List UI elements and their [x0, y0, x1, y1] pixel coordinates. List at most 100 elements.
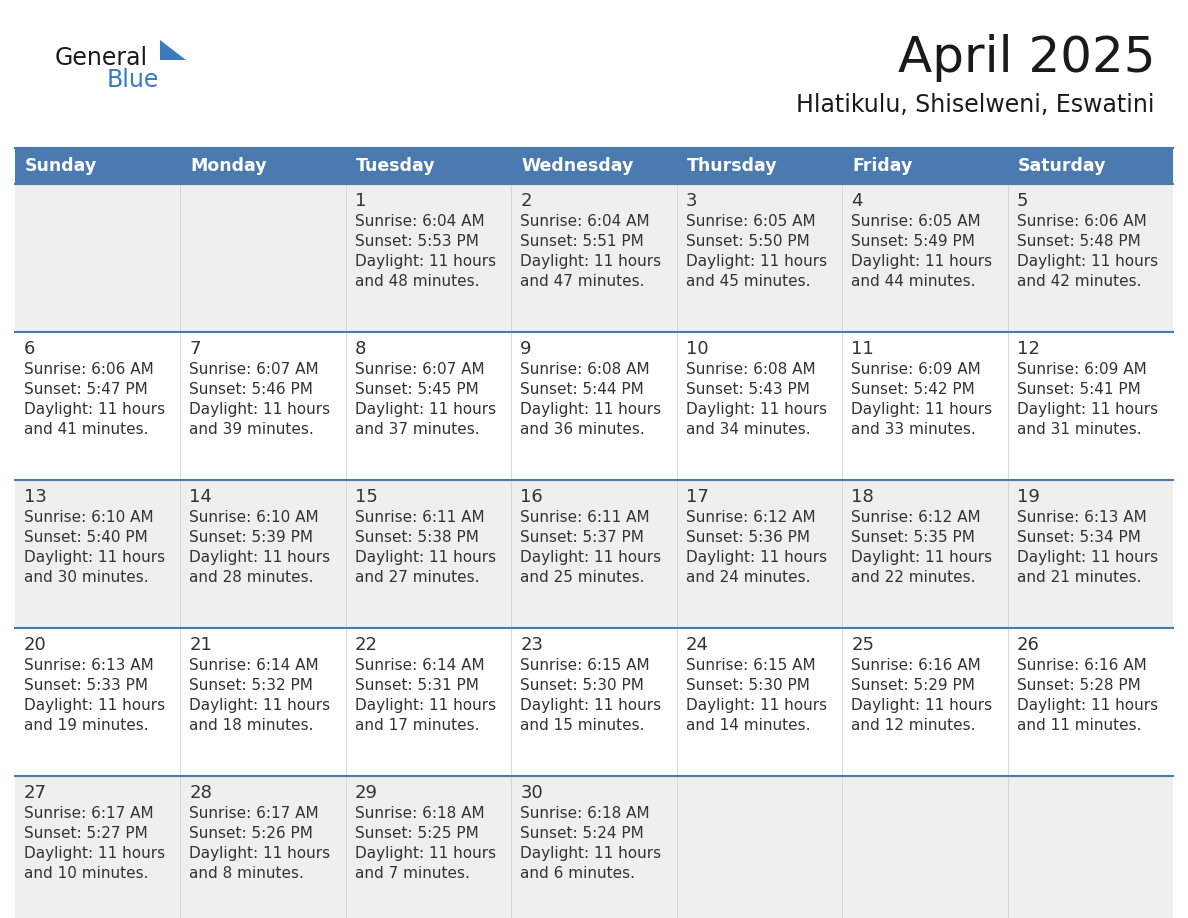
- Text: Sunrise: 6:16 AM: Sunrise: 6:16 AM: [1017, 658, 1146, 673]
- Bar: [181, 628, 346, 776]
- Bar: [842, 628, 1007, 776]
- Text: 3: 3: [685, 192, 697, 210]
- Text: and 30 minutes.: and 30 minutes.: [24, 570, 148, 585]
- Text: Sunset: 5:35 PM: Sunset: 5:35 PM: [851, 530, 975, 545]
- Bar: [677, 628, 842, 776]
- Text: Thursday: Thursday: [687, 157, 777, 175]
- Text: Sunrise: 6:16 AM: Sunrise: 6:16 AM: [851, 658, 981, 673]
- Text: and 24 minutes.: and 24 minutes.: [685, 570, 810, 585]
- Text: and 37 minutes.: and 37 minutes.: [355, 422, 480, 437]
- Text: Monday: Monday: [190, 157, 267, 175]
- Text: 13: 13: [24, 488, 46, 506]
- Text: Daylight: 11 hours: Daylight: 11 hours: [851, 698, 992, 713]
- Text: Daylight: 11 hours: Daylight: 11 hours: [851, 402, 992, 417]
- Text: and 47 minutes.: and 47 minutes.: [520, 274, 645, 289]
- Text: Sunset: 5:24 PM: Sunset: 5:24 PM: [520, 826, 644, 841]
- Text: 15: 15: [355, 488, 378, 506]
- Bar: [677, 332, 842, 480]
- Text: Sunrise: 6:12 AM: Sunrise: 6:12 AM: [851, 510, 981, 525]
- Text: and 39 minutes.: and 39 minutes.: [189, 422, 314, 437]
- Text: 18: 18: [851, 488, 874, 506]
- Text: Sunrise: 6:11 AM: Sunrise: 6:11 AM: [520, 510, 650, 525]
- Bar: [15, 184, 1173, 332]
- Text: Sunrise: 6:18 AM: Sunrise: 6:18 AM: [355, 806, 485, 821]
- Text: and 42 minutes.: and 42 minutes.: [1017, 274, 1140, 289]
- Bar: [677, 480, 842, 628]
- Text: Sunset: 5:31 PM: Sunset: 5:31 PM: [355, 678, 479, 693]
- Text: 5: 5: [1017, 192, 1028, 210]
- Text: Sunset: 5:32 PM: Sunset: 5:32 PM: [189, 678, 314, 693]
- Text: Daylight: 11 hours: Daylight: 11 hours: [1017, 402, 1157, 417]
- Text: and 21 minutes.: and 21 minutes.: [1017, 570, 1140, 585]
- Text: and 34 minutes.: and 34 minutes.: [685, 422, 810, 437]
- Text: Sunrise: 6:09 AM: Sunrise: 6:09 AM: [851, 362, 981, 377]
- Text: Daylight: 11 hours: Daylight: 11 hours: [1017, 254, 1157, 269]
- Text: Sunset: 5:25 PM: Sunset: 5:25 PM: [355, 826, 479, 841]
- Text: Sunset: 5:42 PM: Sunset: 5:42 PM: [851, 382, 975, 397]
- Bar: [346, 628, 511, 776]
- Text: 14: 14: [189, 488, 213, 506]
- Text: Hlatikulu, Shiselweni, Eswatini: Hlatikulu, Shiselweni, Eswatini: [796, 93, 1155, 117]
- Text: Sunset: 5:38 PM: Sunset: 5:38 PM: [355, 530, 479, 545]
- Text: Sunrise: 6:05 AM: Sunrise: 6:05 AM: [685, 214, 815, 229]
- Text: Daylight: 11 hours: Daylight: 11 hours: [520, 846, 662, 861]
- Text: Daylight: 11 hours: Daylight: 11 hours: [851, 254, 992, 269]
- Text: Sunrise: 6:12 AM: Sunrise: 6:12 AM: [685, 510, 815, 525]
- Text: Sunrise: 6:04 AM: Sunrise: 6:04 AM: [355, 214, 485, 229]
- Bar: [1007, 776, 1173, 918]
- Text: Blue: Blue: [107, 68, 159, 92]
- Bar: [181, 332, 346, 480]
- Text: Sunset: 5:48 PM: Sunset: 5:48 PM: [1017, 234, 1140, 249]
- Text: 28: 28: [189, 784, 213, 802]
- Text: Sunset: 5:37 PM: Sunset: 5:37 PM: [520, 530, 644, 545]
- Text: and 10 minutes.: and 10 minutes.: [24, 866, 148, 881]
- Text: and 12 minutes.: and 12 minutes.: [851, 718, 975, 733]
- Text: Sunset: 5:34 PM: Sunset: 5:34 PM: [1017, 530, 1140, 545]
- Bar: [181, 480, 346, 628]
- Bar: [181, 776, 346, 918]
- Text: Sunset: 5:50 PM: Sunset: 5:50 PM: [685, 234, 809, 249]
- Text: 24: 24: [685, 636, 709, 654]
- Text: Daylight: 11 hours: Daylight: 11 hours: [355, 698, 495, 713]
- Text: Daylight: 11 hours: Daylight: 11 hours: [24, 402, 165, 417]
- Text: Sunrise: 6:10 AM: Sunrise: 6:10 AM: [24, 510, 153, 525]
- Text: and 25 minutes.: and 25 minutes.: [520, 570, 645, 585]
- Bar: [511, 480, 677, 628]
- Text: and 11 minutes.: and 11 minutes.: [1017, 718, 1140, 733]
- Bar: [15, 184, 181, 332]
- Text: Daylight: 11 hours: Daylight: 11 hours: [851, 550, 992, 565]
- Bar: [15, 628, 181, 776]
- Text: Daylight: 11 hours: Daylight: 11 hours: [520, 402, 662, 417]
- Text: Sunrise: 6:18 AM: Sunrise: 6:18 AM: [520, 806, 650, 821]
- Text: Sunset: 5:44 PM: Sunset: 5:44 PM: [520, 382, 644, 397]
- Bar: [15, 480, 181, 628]
- Text: Sunrise: 6:08 AM: Sunrise: 6:08 AM: [685, 362, 815, 377]
- Bar: [511, 628, 677, 776]
- Bar: [511, 776, 677, 918]
- Text: Daylight: 11 hours: Daylight: 11 hours: [189, 402, 330, 417]
- Text: Sunset: 5:26 PM: Sunset: 5:26 PM: [189, 826, 314, 841]
- Bar: [15, 332, 1173, 480]
- Polygon shape: [160, 40, 187, 60]
- Text: Daylight: 11 hours: Daylight: 11 hours: [520, 254, 662, 269]
- Bar: [346, 776, 511, 918]
- Bar: [1007, 628, 1173, 776]
- Text: Sunrise: 6:06 AM: Sunrise: 6:06 AM: [1017, 214, 1146, 229]
- Text: 22: 22: [355, 636, 378, 654]
- Text: Daylight: 11 hours: Daylight: 11 hours: [189, 550, 330, 565]
- Text: Wednesday: Wednesday: [522, 157, 633, 175]
- Bar: [842, 480, 1007, 628]
- Text: and 45 minutes.: and 45 minutes.: [685, 274, 810, 289]
- Text: Sunset: 5:29 PM: Sunset: 5:29 PM: [851, 678, 975, 693]
- Text: and 19 minutes.: and 19 minutes.: [24, 718, 148, 733]
- Text: Sunset: 5:27 PM: Sunset: 5:27 PM: [24, 826, 147, 841]
- Bar: [1007, 184, 1173, 332]
- Bar: [15, 776, 1173, 918]
- Text: and 41 minutes.: and 41 minutes.: [24, 422, 148, 437]
- Text: Sunday: Sunday: [25, 157, 97, 175]
- Text: Sunrise: 6:17 AM: Sunrise: 6:17 AM: [24, 806, 153, 821]
- Text: and 36 minutes.: and 36 minutes.: [520, 422, 645, 437]
- Text: 1: 1: [355, 192, 366, 210]
- Text: 8: 8: [355, 340, 366, 358]
- Text: and 14 minutes.: and 14 minutes.: [685, 718, 810, 733]
